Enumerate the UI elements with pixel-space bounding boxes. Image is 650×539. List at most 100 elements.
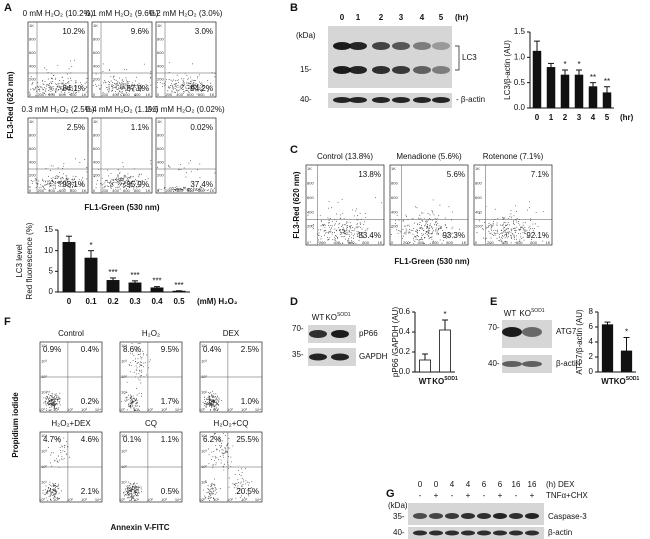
- event-dot: [48, 398, 49, 399]
- event-dot: [136, 489, 137, 490]
- event-dot: [122, 183, 123, 184]
- event-dot: [529, 201, 530, 202]
- event-dot: [141, 357, 142, 358]
- event-dot: [181, 88, 182, 89]
- event-dot: [52, 393, 53, 394]
- event-dot: [118, 89, 119, 90]
- event-dot: [223, 450, 224, 451]
- event-dot: [132, 489, 133, 490]
- event-dot: [54, 490, 55, 491]
- blot-band: [525, 531, 539, 536]
- event-dot: [46, 497, 47, 498]
- event-dot: [324, 227, 325, 228]
- event-dot: [310, 242, 311, 243]
- event-dot: [117, 89, 118, 90]
- axis-tick-label: 10¹: [41, 390, 47, 395]
- event-dot: [170, 87, 171, 88]
- blot-band: [333, 66, 351, 74]
- event-dot: [130, 496, 131, 497]
- event-dot: [205, 497, 206, 498]
- event-dot: [125, 175, 126, 176]
- event-dot: [490, 233, 491, 234]
- bar: [603, 93, 611, 108]
- event-dot: [210, 486, 211, 487]
- event-dot: [118, 169, 119, 170]
- event-dot: [500, 224, 501, 225]
- event-dot: [241, 475, 242, 476]
- event-dot: [110, 181, 111, 182]
- event-dot: [57, 65, 58, 66]
- event-dot: [186, 75, 187, 76]
- event-dot: [405, 226, 406, 227]
- bar: [151, 288, 163, 292]
- event-dot: [428, 230, 429, 231]
- event-dot: [32, 88, 33, 89]
- event-dot: [134, 401, 135, 402]
- event-dot: [176, 186, 177, 187]
- event-dot: [438, 233, 439, 234]
- event-dot: [46, 168, 47, 169]
- event-dot: [138, 358, 139, 359]
- event-dot: [58, 167, 59, 168]
- event-dot: [518, 229, 519, 230]
- event-dot: [45, 184, 46, 185]
- event-dot: [139, 366, 140, 367]
- event-dot: [44, 185, 45, 186]
- event-dot: [482, 228, 483, 229]
- event-dot: [363, 224, 364, 225]
- event-dot: [416, 235, 417, 236]
- event-dot: [213, 488, 214, 489]
- axis-tick-label: 1K: [475, 166, 480, 171]
- event-dot: [408, 225, 409, 226]
- event-dot: [186, 90, 187, 91]
- event-dot: [45, 398, 46, 399]
- event-dot: [417, 233, 418, 234]
- event-dot: [357, 226, 358, 227]
- event-dot: [225, 452, 226, 453]
- blot-band: [461, 531, 475, 536]
- event-dot: [214, 484, 215, 485]
- event-dot: [209, 493, 210, 494]
- band-label: pP66: [359, 329, 378, 338]
- bar: [440, 330, 451, 372]
- event-dot: [513, 222, 514, 223]
- event-dot: [47, 183, 48, 184]
- event-dot: [188, 82, 189, 83]
- event-dot: [512, 233, 513, 234]
- event-dot: [127, 493, 128, 494]
- event-dot: [120, 172, 121, 173]
- axis-tick-label: 200: [101, 188, 108, 193]
- event-dot: [398, 220, 399, 221]
- axis-tick-label: 600: [475, 195, 482, 200]
- axis-tick-label: 10²: [201, 464, 207, 469]
- event-dot: [502, 225, 503, 226]
- event-dot: [132, 494, 133, 495]
- event-dot: [133, 484, 134, 485]
- event-dot: [126, 495, 127, 496]
- event-dot: [437, 223, 438, 224]
- event-dot: [188, 163, 189, 164]
- event-dot: [168, 87, 169, 88]
- event-dot: [347, 234, 348, 235]
- axis-tick-label: 200: [29, 77, 36, 82]
- lane-label: KOSOD1: [325, 312, 350, 322]
- event-dot: [59, 87, 60, 88]
- event-dot: [129, 492, 130, 493]
- event-dot: [122, 86, 123, 87]
- event-dot: [54, 460, 55, 461]
- event-dot: [216, 403, 217, 404]
- event-dot: [523, 229, 524, 230]
- event-dot: [174, 189, 175, 190]
- event-dot: [132, 486, 133, 487]
- event-dot: [70, 78, 71, 79]
- event-dot: [183, 80, 184, 81]
- event-dot: [150, 73, 151, 74]
- event-dot: [335, 235, 336, 236]
- lane-label: 1: [356, 13, 361, 22]
- event-dot: [395, 220, 396, 221]
- event-dot: [59, 493, 60, 494]
- event-dot: [53, 182, 54, 183]
- event-dot: [56, 397, 57, 398]
- quadrant-percent: 0.5%: [161, 487, 179, 496]
- event-dot: [121, 85, 122, 86]
